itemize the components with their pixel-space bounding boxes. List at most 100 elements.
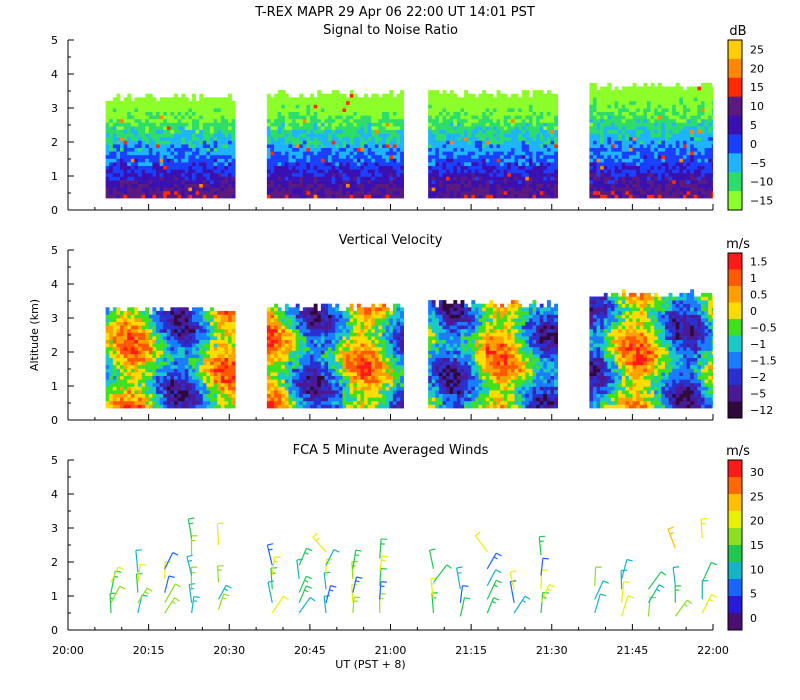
data-cell — [302, 165, 307, 170]
data-cell — [299, 115, 304, 120]
data-cell — [217, 129, 222, 134]
data-cell — [306, 158, 311, 163]
data-cell — [199, 126, 204, 130]
data-cell — [704, 86, 709, 91]
data-cell — [467, 129, 472, 134]
data-cell — [141, 122, 146, 127]
data-cell — [134, 325, 139, 330]
data-cell — [210, 133, 214, 138]
data-cell — [478, 100, 483, 105]
data-cell — [536, 147, 541, 152]
data-cell — [310, 108, 314, 112]
data-cell — [177, 176, 182, 181]
data-cell — [174, 144, 178, 148]
data-cell — [603, 176, 608, 181]
data-cell — [614, 154, 619, 159]
data-cell — [166, 176, 171, 181]
data-cell — [449, 122, 454, 127]
data-cell — [266, 111, 271, 116]
data-cell — [654, 108, 659, 112]
data-cell — [632, 165, 637, 170]
data-cell — [700, 126, 705, 130]
data-cell — [364, 194, 368, 199]
data-cell — [116, 122, 121, 127]
data-cell — [123, 393, 128, 398]
data-cell — [328, 122, 332, 127]
data-cell — [503, 111, 508, 116]
data-cell — [145, 93, 150, 98]
data-cell — [464, 158, 469, 163]
data-cell — [302, 154, 307, 159]
data-cell — [690, 154, 695, 159]
data-cell — [428, 144, 433, 148]
data-cell — [342, 194, 347, 199]
data-cell — [478, 144, 483, 148]
data-cell — [166, 169, 171, 174]
data-cell — [643, 93, 648, 98]
data-cell — [163, 386, 168, 391]
data-cell — [277, 100, 282, 105]
data-cell — [492, 158, 497, 163]
data-cell — [134, 397, 139, 402]
data-cell — [496, 93, 501, 98]
data-cell — [306, 172, 311, 177]
data-cell — [338, 108, 343, 112]
data-cell — [374, 147, 379, 152]
data-cell — [281, 190, 286, 195]
data-cell — [514, 176, 519, 181]
data-cell — [428, 126, 433, 130]
data-cell — [471, 126, 476, 130]
data-cell — [668, 180, 673, 184]
data-cell — [163, 97, 168, 102]
data-cell — [518, 190, 523, 195]
data-cell — [170, 386, 175, 391]
data-cell — [274, 93, 278, 98]
data-cell — [618, 115, 623, 120]
data-cell — [503, 129, 508, 134]
data-cell — [274, 180, 278, 184]
data-cell — [356, 111, 361, 116]
data-cell — [152, 165, 157, 170]
data-cell — [134, 104, 139, 109]
data-cell — [528, 136, 533, 141]
data-cell — [661, 111, 666, 116]
data-cell — [600, 158, 605, 163]
y-tick-label: 5 — [51, 34, 58, 47]
data-cell — [356, 147, 361, 152]
data-cell — [525, 108, 530, 112]
data-cell — [320, 129, 325, 134]
data-cell — [317, 104, 322, 109]
data-cell — [467, 108, 472, 112]
data-cell — [643, 115, 648, 120]
data-cell — [478, 176, 483, 181]
data-cell — [284, 111, 289, 116]
data-cell — [482, 180, 487, 184]
data-cell — [130, 307, 135, 312]
data-cell — [371, 97, 376, 102]
data-cell — [166, 346, 171, 351]
data-cell — [554, 180, 559, 184]
data-cell — [514, 115, 519, 120]
data-cell — [467, 133, 472, 138]
data-cell — [156, 364, 160, 369]
data-cell — [360, 147, 365, 152]
data-cell — [166, 397, 171, 402]
data-cell — [543, 162, 548, 166]
data-cell — [292, 183, 296, 188]
data-cell — [353, 136, 358, 141]
data-cell — [603, 140, 608, 145]
data-cell — [228, 144, 232, 148]
data-cell — [170, 194, 175, 199]
data-cell — [170, 404, 175, 409]
data-cell — [618, 122, 623, 127]
data-cell — [130, 187, 135, 192]
data-cell — [374, 180, 379, 184]
data-cell — [184, 151, 189, 156]
data-cell — [675, 126, 680, 130]
data-cell — [507, 176, 512, 181]
data-cell — [500, 97, 505, 102]
data-cell — [148, 144, 153, 148]
data-cell — [400, 111, 404, 116]
data-cell — [152, 332, 157, 337]
data-cell — [138, 126, 142, 130]
